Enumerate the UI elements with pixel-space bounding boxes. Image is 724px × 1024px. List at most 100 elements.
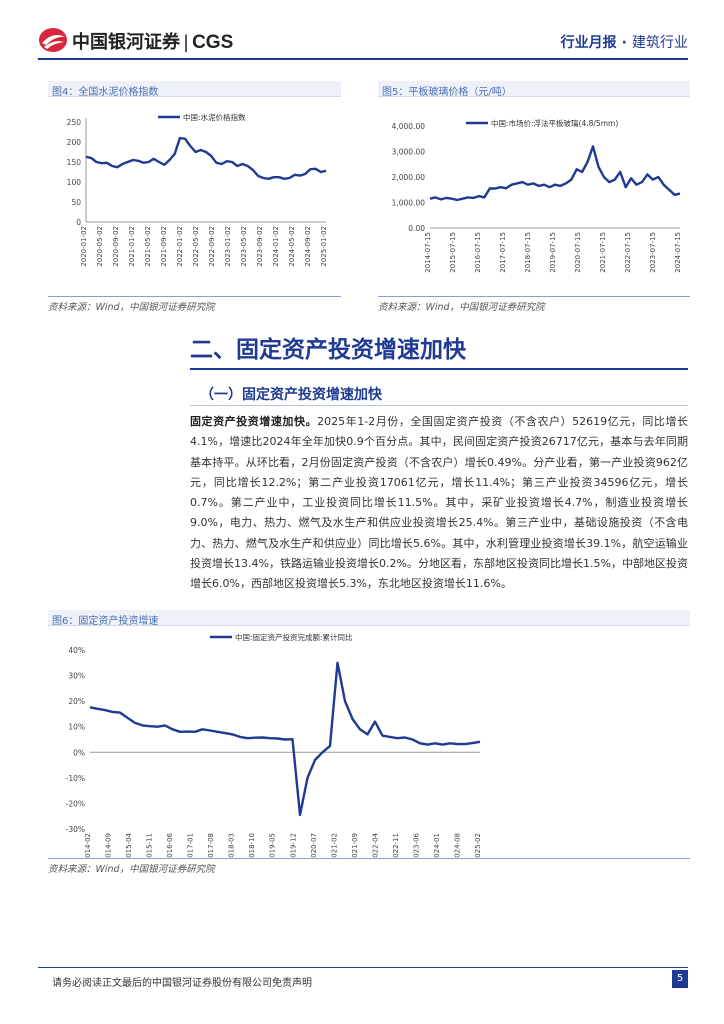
x-tick-label: 2014-07-15 <box>424 232 432 273</box>
paragraph-lead: 固定资产投资增速加快。 <box>190 415 318 428</box>
fig6-source: 资料来源：Wind，中国银河证券研究院 <box>48 864 215 875</box>
fig5-source: 资料来源：Wind，中国银河证券研究院 <box>378 302 545 313</box>
y-tick-label: 0 <box>76 218 81 227</box>
y-tick-label: 100 <box>67 178 82 187</box>
x-tick-label: 2019-05 <box>269 833 277 858</box>
fig6-chart: -30% -20% -10% 0% 10% 20% 30% 40% 2014-02 2014-09… <box>66 632 482 858</box>
subsection-divider <box>190 405 688 406</box>
y-tick-label: 20% <box>68 697 85 706</box>
series-line <box>429 145 681 202</box>
y-tick-label: 1,000.00 <box>392 199 426 208</box>
x-tick-label: 2016-07-15 <box>474 232 482 273</box>
footer-divider <box>38 967 688 968</box>
x-tick-label: 2022-11 <box>392 833 400 858</box>
x-tick-label: 2021-01-02 <box>128 226 136 267</box>
x-tick-label: 2020-05-02 <box>96 226 104 267</box>
x-tick-label: 2016-06 <box>166 832 174 858</box>
header-divider <box>38 58 688 60</box>
footer-disclaimer: 请务必阅读正文最后的中国银河证券股份有限公司免责声明 <box>52 978 312 989</box>
subsection-heading: （一）固定资产投资增速加快 <box>200 387 382 403</box>
x-tick-label: 2014-02 <box>84 833 92 858</box>
paragraph-body: 2025年1-2月份，全国固定资产投资（不含农户）52619亿元，同比增长4.1… <box>190 415 688 591</box>
section-heading-divider <box>190 368 688 370</box>
y-tick-label: 30% <box>68 672 85 681</box>
y-tick-label: 0.00 <box>408 224 425 233</box>
legend-label: 中国:市场价:浮法平板玻璃(4.8/5mm) <box>491 118 618 128</box>
legend-label: 中国:固定资产投资完成额:累计同比 <box>235 632 353 642</box>
x-tick-label: 2021-02 <box>330 833 338 858</box>
x-tick-label: 2020-01-02 <box>80 226 88 267</box>
x-tick-label: 2015-07-15 <box>449 232 457 273</box>
section-heading: 二、固定资产投资增速加快 <box>190 337 466 363</box>
fig6-source-divider <box>48 858 690 859</box>
x-tick-label: 2018-03 <box>228 833 236 858</box>
y-tick-label: 3,000.00 <box>392 148 426 157</box>
y-tick-label: 250 <box>67 118 82 127</box>
x-tick-label: 2019-12 <box>289 833 297 858</box>
x-tick-label: 2020-07 <box>310 833 318 858</box>
x-tick-label: 2023-01-02 <box>224 226 232 267</box>
y-tick-label: 0% <box>73 748 85 757</box>
x-tick-label: 2023-07-15 <box>649 232 657 273</box>
x-tick-label: 2018-07-15 <box>524 232 532 273</box>
x-tick-label: 2017-08 <box>207 833 215 858</box>
y-tick-label: 10% <box>68 723 85 732</box>
report-type: 行业月报 <box>560 35 617 51</box>
fig4-caption: 图4：全国水泥价格指数 <box>48 81 341 98</box>
y-tick-label: -20% <box>66 799 85 808</box>
y-tick-label: -10% <box>66 774 85 783</box>
x-tick-label: 2014-09 <box>105 833 113 858</box>
y-tick-label: 40% <box>68 646 85 655</box>
x-tick-label: 2017-07-15 <box>499 232 507 273</box>
legend-label: 中国:水泥价格指数 <box>183 112 246 122</box>
x-tick-label: 2024-05-02 <box>288 226 296 267</box>
x-tick-label: 2020-07-15 <box>574 232 582 273</box>
x-tick-label: 2023-05-02 <box>240 226 248 267</box>
x-tick-label: 2019-07-15 <box>549 232 557 273</box>
x-tick-label: 2018-10 <box>248 833 256 858</box>
y-tick-label: -30% <box>66 825 85 834</box>
x-tick-label: 2021-07-15 <box>599 232 607 273</box>
fig5-caption: 图5：平板玻璃价格（元/吨） <box>378 81 690 98</box>
cgs-logo-icon <box>39 28 67 52</box>
x-tick-label: 2021-05-02 <box>144 226 152 267</box>
x-tick-label: 2021-09-02 <box>160 226 168 267</box>
x-tick-label: 2022-09-02 <box>208 226 216 267</box>
page-number: 5 <box>672 970 688 988</box>
fig4-chart: 0 50 100 150 200 250 2020-01-02 2020-05-02 2020-… <box>67 112 328 267</box>
fig4-source-divider <box>48 296 341 297</box>
x-tick-label: 2024-07-15 <box>674 232 682 273</box>
x-tick-label: 2024-01 <box>433 833 441 858</box>
fig6-caption: 图6：固定资产投资增速 <box>48 610 690 627</box>
fig4-source: 资料来源：Wind，中国银河证券研究院 <box>48 302 215 313</box>
report-header: 行业月报 · 建筑行业 <box>560 35 688 51</box>
y-tick-label: 50 <box>71 198 81 207</box>
y-tick-label: 200 <box>67 138 82 147</box>
x-tick-label: 2022-01-02 <box>176 226 184 267</box>
x-tick-label: 2021-09 <box>351 833 359 858</box>
x-tick-label: 2015-04 <box>125 832 133 858</box>
series-line <box>85 136 327 181</box>
x-tick-label: 2024-08 <box>453 833 461 858</box>
x-tick-label: 2020-09-02 <box>112 226 120 267</box>
fig5-source-divider <box>378 296 690 297</box>
industry-label: 建筑行业 <box>632 35 688 51</box>
x-tick-label: 2022-07-15 <box>624 232 632 273</box>
y-tick-label: 4,000.00 <box>392 122 426 131</box>
x-tick-label: 2025-02 <box>474 833 482 858</box>
y-tick-label: 150 <box>67 158 82 167</box>
y-tick-label: 2,000.00 <box>392 173 426 182</box>
fig5-chart: 0.00 1,000.00 2,000.00 3,000.00 4,000.00 2014… <box>392 118 682 273</box>
x-tick-label: 2022-05-02 <box>192 226 200 267</box>
x-tick-label: 2022-04 <box>371 832 379 858</box>
x-tick-label: 2017-01 <box>187 833 195 858</box>
x-tick-label: 2023-09-02 <box>256 226 264 267</box>
x-tick-label: 2025-01-02 <box>320 226 328 267</box>
series-line <box>89 661 481 817</box>
x-tick-label: 2023-06 <box>412 832 420 858</box>
body-paragraph: 固定资产投资增速加快。2025年1-2月份，全国固定资产投资（不含农户）5261… <box>190 412 688 595</box>
logo-text: 中国银河证券 | CGS <box>72 32 234 53</box>
x-tick-label: 2015-11 <box>146 833 154 858</box>
x-tick-label: 2024-09-02 <box>304 226 312 267</box>
x-tick-label: 2024-01-02 <box>272 226 280 267</box>
